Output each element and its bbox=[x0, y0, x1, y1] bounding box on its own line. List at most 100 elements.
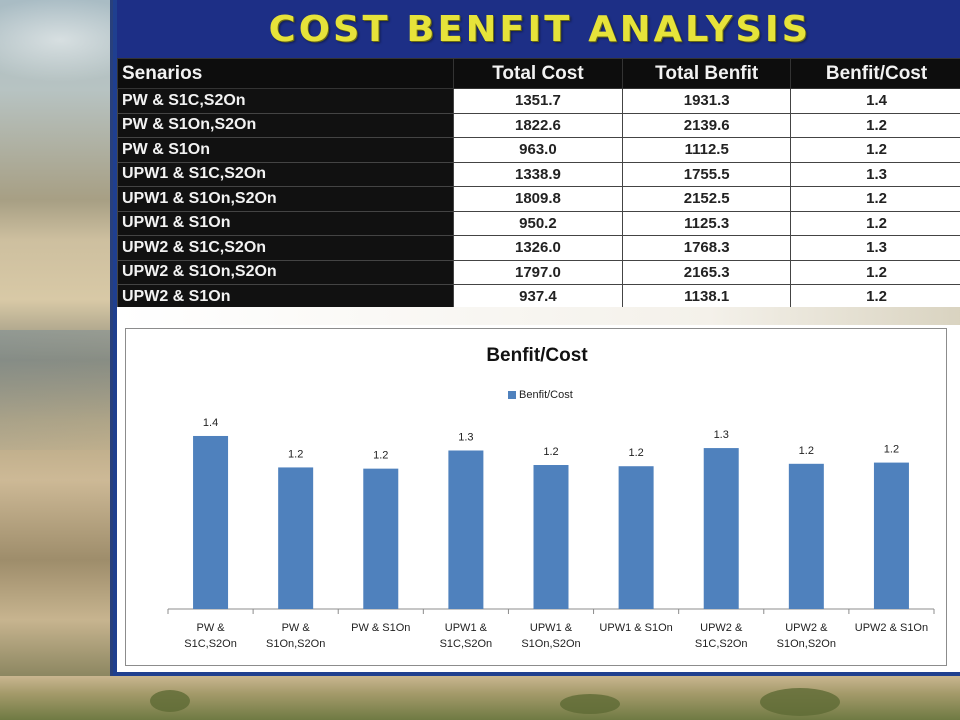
total-cost-cell: 1809.8 bbox=[452, 186, 624, 212]
total-cost-cell: 1822.6 bbox=[452, 112, 624, 138]
chart-bar bbox=[618, 466, 654, 609]
total-cost-cell: 1338.9 bbox=[452, 161, 624, 187]
category-tick-label: UPW1 & bbox=[445, 622, 488, 634]
scenario-cell: PW & S1On,S2On bbox=[117, 112, 454, 138]
chart-bar bbox=[278, 467, 314, 609]
benefit-cost-cell: 1.2 bbox=[790, 210, 960, 236]
category-tick-label: S1C,S2On bbox=[695, 638, 748, 650]
table-row: UPW1 & S1On 950.2 1125.3 1.2 bbox=[117, 210, 960, 236]
table-header-row: Senarios Total Cost Total Benfit Benfit/… bbox=[117, 58, 960, 89]
total-benefit-cell: 1931.3 bbox=[622, 88, 792, 114]
chart-bar bbox=[788, 463, 824, 609]
chart-bar bbox=[533, 465, 569, 609]
bar-data-label: 1.2 bbox=[799, 445, 814, 457]
total-cost-cell: 950.2 bbox=[452, 210, 624, 236]
panel-content: COST BENFIT ANALYSIS Senarios Total Cost… bbox=[117, 0, 960, 672]
benefit-cost-cell: 1.3 bbox=[790, 161, 960, 187]
bar-data-label: 1.2 bbox=[288, 448, 303, 460]
bar-data-label: 1.4 bbox=[203, 417, 218, 429]
benefit-cost-cell: 1.2 bbox=[790, 259, 960, 285]
legend-swatch bbox=[508, 391, 516, 399]
benefit-cost-cell: 1.3 bbox=[790, 235, 960, 261]
title-banner: COST BENFIT ANALYSIS bbox=[117, 0, 960, 58]
benefit-cost-cell: 1.2 bbox=[790, 284, 960, 310]
total-cost-cell: 1351.7 bbox=[452, 88, 624, 114]
slide-panel: COST BENFIT ANALYSIS Senarios Total Cost… bbox=[110, 0, 960, 676]
total-benefit-cell: 1125.3 bbox=[622, 210, 792, 236]
category-tick-label: UPW1 & S1On bbox=[599, 622, 672, 634]
chart-bar bbox=[193, 435, 229, 609]
scenario-cell: UPW2 & S1On bbox=[117, 284, 454, 310]
total-benefit-cell: 2139.6 bbox=[622, 112, 792, 138]
background-shrub bbox=[760, 688, 840, 716]
benefit-cost-cell: 1.2 bbox=[790, 112, 960, 138]
bar-data-label: 1.3 bbox=[458, 431, 473, 443]
bar-data-label: 1.2 bbox=[884, 444, 899, 456]
chart-bar bbox=[703, 448, 739, 609]
scenario-cell: UPW1 & S1On,S2On bbox=[117, 186, 454, 212]
legend-label: Benfit/Cost bbox=[519, 389, 573, 401]
table-row: PW & S1On,S2On 1822.6 2139.6 1.2 bbox=[117, 112, 960, 138]
scenario-cell: UPW1 & S1C,S2On bbox=[117, 161, 454, 187]
table-row: UPW1 & S1C,S2On 1338.9 1755.5 1.3 bbox=[117, 161, 960, 187]
page-title: COST BENFIT ANALYSIS bbox=[268, 8, 812, 50]
background-shrub bbox=[560, 694, 620, 714]
bar-data-label: 1.3 bbox=[714, 429, 729, 441]
benefit-cost-chart: Benfit/Cost Benfit/Cost 1.4 PW & S1C,S2On 1… bbox=[125, 328, 947, 666]
chart-legend: Benfit/Cost bbox=[508, 389, 573, 401]
category-tick-label: UPW2 & bbox=[700, 622, 743, 634]
total-benefit-cell: 1755.5 bbox=[622, 161, 792, 187]
category-tick-label: S1C,S2On bbox=[184, 638, 237, 650]
benefit-cost-cell: 1.4 bbox=[790, 88, 960, 114]
total-benefit-cell: 1768.3 bbox=[622, 235, 792, 261]
chart-bar bbox=[873, 462, 909, 609]
table-row: UPW2 & S1On,S2On 1797.0 2165.3 1.2 bbox=[117, 259, 960, 285]
bar-data-label: 1.2 bbox=[543, 446, 558, 458]
table-row: UPW2 & S1C,S2On 1326.0 1768.3 1.3 bbox=[117, 235, 960, 261]
category-tick-label: S1On,S2On bbox=[777, 638, 836, 650]
chart-bar bbox=[363, 468, 399, 609]
bar-data-label: 1.2 bbox=[373, 450, 388, 462]
table-row: PW & S1C,S2On 1351.7 1931.3 1.4 bbox=[117, 88, 960, 114]
scenario-cell: UPW1 & S1On bbox=[117, 210, 454, 236]
bar-data-label: 1.2 bbox=[628, 447, 643, 459]
total-benefit-cell: 2152.5 bbox=[622, 186, 792, 212]
table-row: UPW2 & S1On 937.4 1138.1 1.2 bbox=[117, 284, 960, 310]
scenario-cell: UPW2 & S1C,S2On bbox=[117, 235, 454, 261]
table-row: UPW1 & S1On,S2On 1809.8 2152.5 1.2 bbox=[117, 186, 960, 212]
category-tick-label: PW & bbox=[196, 622, 225, 634]
background-shrub bbox=[150, 690, 190, 712]
benefit-cost-cell: 1.2 bbox=[790, 137, 960, 163]
chart-plot: 1.4 PW & S1C,S2On 1.2 PW & S1On,S2On 1.2 PW & S… bbox=[167, 417, 935, 650]
chart-bar bbox=[448, 450, 484, 609]
total-cost-cell: 963.0 bbox=[452, 137, 624, 163]
chart-title: Benfit/Cost bbox=[486, 345, 588, 366]
column-header: Total Cost bbox=[452, 58, 624, 89]
category-tick-label: UPW2 & S1On bbox=[855, 622, 928, 634]
category-tick-label: S1C,S2On bbox=[440, 638, 493, 650]
total-cost-cell: 1797.0 bbox=[452, 259, 624, 285]
scenario-cell: UPW2 & S1On,S2On bbox=[117, 259, 454, 285]
category-tick-label: UPW1 & bbox=[530, 622, 573, 634]
scenario-cell: PW & S1On bbox=[117, 137, 454, 163]
table-row: PW & S1On 963.0 1112.5 1.2 bbox=[117, 137, 960, 163]
column-header: Senarios bbox=[117, 58, 454, 89]
column-header: Benfit/Cost bbox=[790, 58, 960, 89]
total-benefit-cell: 1138.1 bbox=[622, 284, 792, 310]
category-tick-label: UPW2 & bbox=[785, 622, 828, 634]
category-tick-label: PW & bbox=[282, 622, 311, 634]
cost-benefit-table: Senarios Total Cost Total Benfit Benfit/… bbox=[117, 58, 960, 310]
category-tick-label: S1On,S2On bbox=[266, 638, 325, 650]
table-body: PW & S1C,S2On 1351.7 1931.3 1.4 PW & S1On,S2… bbox=[117, 88, 960, 310]
category-tick-label: S1On,S2On bbox=[521, 638, 580, 650]
divider-strip bbox=[117, 307, 960, 325]
background-river bbox=[0, 330, 120, 450]
scenario-cell: PW & S1C,S2On bbox=[117, 88, 454, 114]
benefit-cost-cell: 1.2 bbox=[790, 186, 960, 212]
category-tick-label: PW & S1On bbox=[351, 622, 410, 634]
total-cost-cell: 937.4 bbox=[452, 284, 624, 310]
total-benefit-cell: 1112.5 bbox=[622, 137, 792, 163]
total-benefit-cell: 2165.3 bbox=[622, 259, 792, 285]
total-cost-cell: 1326.0 bbox=[452, 235, 624, 261]
column-header: Total Benfit bbox=[622, 58, 792, 89]
